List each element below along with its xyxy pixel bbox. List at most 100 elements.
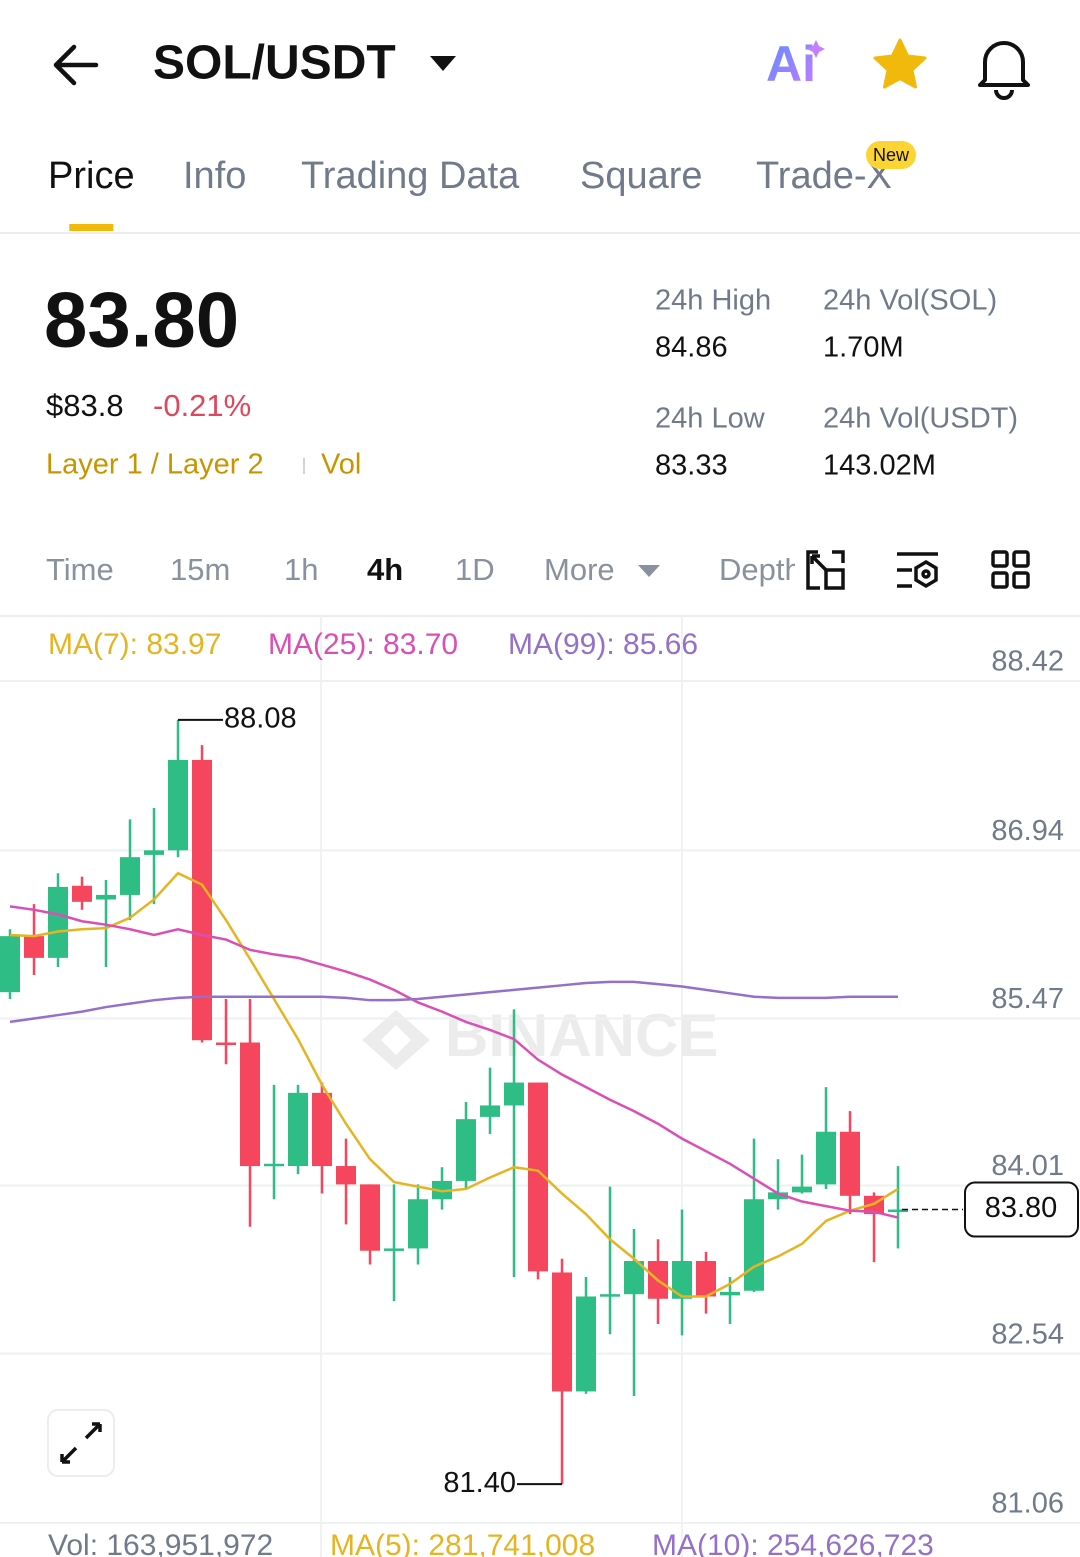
candle-body <box>72 885 92 902</box>
tab[interactable]: Price <box>48 155 135 197</box>
watermark-logo <box>362 1010 430 1070</box>
interval-tab[interactable]: 4h <box>367 552 403 587</box>
tab[interactable]: Info <box>183 155 246 197</box>
candle-body <box>336 1166 356 1185</box>
pair-dropdown[interactable] <box>430 56 456 71</box>
candle-body <box>48 886 68 958</box>
high-marker-label: 88.08 <box>224 703 297 735</box>
expand-button[interactable] <box>47 1409 115 1477</box>
candle-body <box>624 1261 644 1295</box>
alert-bell[interactable] <box>978 41 1030 100</box>
indicator-settings-icon[interactable] <box>897 552 938 589</box>
candle-body <box>120 857 140 895</box>
volume-label: Vol: 163,951,972 <box>48 1529 273 1557</box>
interval-tab[interactable]: 15m <box>170 552 230 587</box>
y-tick-label: 84.01 <box>991 1150 1064 1182</box>
volume-label: MA(10): 254,626,723 <box>652 1529 934 1557</box>
candle-body <box>24 936 44 958</box>
candle-body <box>0 936 20 993</box>
y-tick-label: 82.54 <box>991 1318 1064 1350</box>
more-dropdown[interactable] <box>638 565 660 577</box>
candle-body <box>312 1092 332 1167</box>
ma-line <box>9 871 899 1298</box>
candle-body <box>96 894 116 900</box>
stat-label: 24h Vol(USDT) <box>823 403 1018 435</box>
candle-body <box>792 1186 812 1193</box>
candle-body <box>288 1092 308 1167</box>
stat-label: 24h High <box>655 285 771 317</box>
ai-button[interactable]: Ai <box>766 36 816 92</box>
stat-value: 1.70M <box>823 332 904 364</box>
low-marker-label: 81.40 <box>443 1467 516 1499</box>
tab[interactable]: Trading Data <box>301 155 520 197</box>
ma-line <box>9 980 898 1024</box>
candle-body <box>384 1248 404 1251</box>
y-tick-label: 86.94 <box>991 815 1064 847</box>
interval-tab[interactable]: Depth <box>719 552 802 587</box>
new-badge: New <box>873 145 910 165</box>
stat-value: 84.86 <box>655 332 728 364</box>
interval-tab[interactable]: 1h <box>284 552 318 587</box>
candle-body <box>600 1294 620 1297</box>
y-tick-label: 85.47 <box>991 983 1064 1015</box>
candle-body <box>144 850 164 855</box>
sector-tag[interactable]: Vol <box>321 449 361 481</box>
candle-body <box>168 759 188 851</box>
watermark: BINANCE <box>445 1002 718 1069</box>
layout-icon[interactable] <box>991 550 1030 589</box>
stat-label: 24h Vol(SOL) <box>823 285 997 317</box>
sector-tag[interactable]: Layer 1 / Layer 2 <box>46 449 264 481</box>
candle-body <box>480 1105 500 1117</box>
stat-value: 83.33 <box>655 450 728 482</box>
favorite-star[interactable] <box>873 38 927 89</box>
candle-body <box>360 1184 380 1251</box>
candle-body <box>744 1199 764 1291</box>
tab-indicator <box>69 224 114 231</box>
candle-body <box>528 1082 548 1272</box>
last-price: 83.80 <box>44 276 239 364</box>
candle-body <box>840 1131 860 1196</box>
volume-label: MA(5): 281,741,008 <box>330 1529 595 1557</box>
interval-bar: Time 15m 1h 4h 1D More Depth <box>46 552 802 587</box>
stat-value: 143.02M <box>823 450 936 482</box>
back-button[interactable] <box>53 44 99 86</box>
interval-tab[interactable]: More <box>544 552 615 587</box>
ma-label: MA(25): 83.70 <box>268 628 458 661</box>
last-price-label: 83.80 <box>985 1192 1058 1224</box>
candle-body <box>720 1291 740 1296</box>
candle-body <box>552 1272 572 1392</box>
usd-price: $83.8 <box>46 388 124 423</box>
candle-body <box>768 1192 788 1200</box>
candle-body <box>192 759 212 1041</box>
stat-label: 24h Low <box>655 403 766 435</box>
ma-label: MA(99): 85.66 <box>508 628 698 661</box>
y-tick-label: 81.06 <box>991 1488 1064 1520</box>
interval-tab[interactable]: 1D <box>455 552 495 587</box>
last-price-box <box>964 1181 1079 1238</box>
tab[interactable]: Square <box>580 155 703 197</box>
candle-body <box>264 1163 284 1167</box>
candle-body <box>672 1261 692 1299</box>
candle-body <box>696 1261 716 1297</box>
ma-line <box>9 905 899 1219</box>
badge-bg <box>866 141 916 169</box>
fullscreen-chart-icon[interactable] <box>806 550 845 590</box>
ma-label: MA(7): 83.97 <box>48 628 221 661</box>
candle-body <box>816 1131 836 1185</box>
ai-sparkle <box>807 40 825 58</box>
candle-body <box>216 1042 236 1046</box>
stats-grid: 24h High 84.86 24h Vol(SOL) 1.70M 24h Low 83.… <box>655 285 1018 482</box>
interval-tab[interactable]: Time <box>46 552 114 587</box>
candle-body <box>456 1119 476 1181</box>
price-change: -0.21% <box>153 388 251 423</box>
candle-body <box>408 1199 428 1249</box>
pair-title[interactable]: SOL/USDT <box>153 37 396 90</box>
candle-body <box>888 1209 908 1213</box>
y-tick-label: 88.42 <box>991 646 1064 678</box>
candle-body <box>576 1296 596 1392</box>
candle-body <box>504 1082 524 1106</box>
candle-body <box>240 1042 260 1167</box>
